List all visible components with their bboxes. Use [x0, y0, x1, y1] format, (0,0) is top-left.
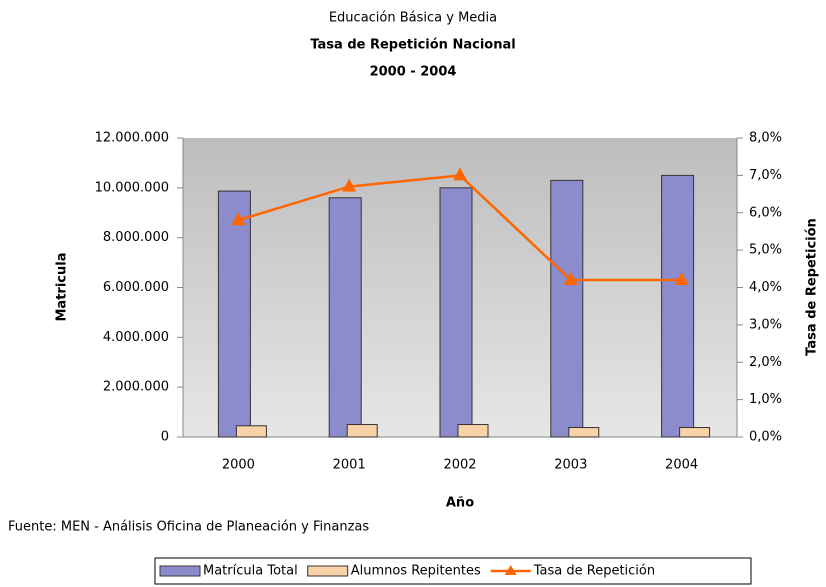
y-axis-title: Matricula: [55, 253, 70, 322]
x-axis-title: Año: [446, 496, 474, 511]
x-tick-label: 2002: [443, 458, 476, 473]
y2-tick-label: 3,0%: [749, 317, 782, 332]
x-tick-label: 2004: [665, 458, 698, 473]
y2-tick-label: 7,0%: [749, 168, 782, 183]
title-line: Educación Básica y Media: [329, 11, 497, 26]
y-tick-label: 10.000.000: [95, 180, 169, 195]
y2-tick-label: 2,0%: [749, 355, 782, 370]
line-marker: [231, 212, 246, 226]
y2-tick-label: 4,0%: [749, 280, 782, 295]
y2-tick-label: 0,0%: [749, 430, 782, 445]
y-tick-label: 2.000.000: [103, 380, 169, 395]
bar: [568, 427, 600, 438]
bar: [235, 425, 267, 438]
legend-box: [154, 557, 752, 585]
x-tick-label: 2000: [222, 458, 255, 473]
legend-label: Tasa de Repetición: [533, 564, 655, 579]
legend-swatch: [159, 565, 201, 577]
bar: [217, 190, 251, 438]
y-tick-label: 4.000.000: [103, 330, 169, 345]
y-tick-label: 0: [161, 430, 169, 445]
bar: [439, 187, 473, 438]
y2-tick-label: 6,0%: [749, 205, 782, 220]
line-marker: [563, 272, 578, 286]
y-tick-label: 6.000.000: [103, 280, 169, 295]
bar: [328, 197, 362, 438]
legend-label: Matrícula Total: [203, 564, 298, 579]
bar: [346, 424, 378, 438]
source-note: Fuente: MEN - Análisis Oficina de Planea…: [8, 520, 369, 535]
legend-swatch: [307, 565, 349, 577]
y2-tick-label: 1,0%: [749, 392, 782, 407]
line-marker: [674, 272, 689, 286]
bar: [457, 424, 489, 438]
title: Tasa de Repetición Nacional: [310, 38, 515, 53]
y-tick-label: 8.000.000: [103, 230, 169, 245]
title-line: 2000 - 2004: [370, 65, 457, 80]
y-tick-label: 12.000.000: [95, 131, 169, 146]
bar: [661, 174, 695, 438]
y2-tick-label: 8,0%: [749, 131, 782, 146]
y2-tick-label: 5,0%: [749, 243, 782, 258]
y2-axis-title: Tasa de Repetición: [805, 218, 820, 356]
x-tick-label: 2001: [333, 458, 366, 473]
x-tick-label: 2003: [554, 458, 587, 473]
bar: [550, 179, 584, 438]
legend-label: Alumnos Repitentes: [351, 564, 481, 579]
legend-swatch: [504, 565, 517, 575]
bar: [679, 427, 711, 438]
line-marker: [342, 178, 357, 192]
line-marker: [453, 167, 467, 181]
